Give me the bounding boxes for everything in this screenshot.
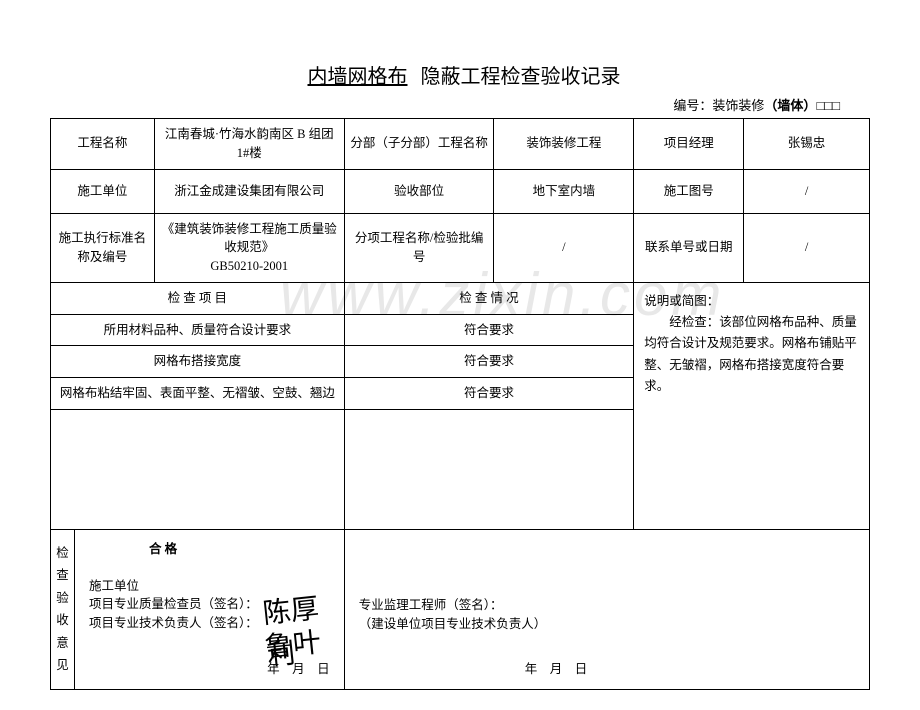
cell-value: 《建筑装饰装修工程施工质量验收规范》 GB50210-2001 (154, 213, 344, 282)
cell-label: 工程名称 (51, 119, 155, 170)
notes-cell: 说明或简图： 经检查：该部位网格布品种、质量均符合设计及规范要求。网格布铺贴平整… (634, 282, 870, 529)
check-header-status: 检 查 情 况 (344, 282, 634, 314)
empty-cell (51, 409, 345, 529)
table-row: 施工单位 浙江金成建设集团有限公司 验收部位 地下室内墙 施工图号 / (51, 169, 870, 213)
cell-value: 江南春城·竹海水韵南区 B 组团 1#楼 (154, 119, 344, 170)
qualified-text: 合 格 (149, 540, 330, 559)
cell-value: 装饰装修工程 (494, 119, 634, 170)
check-item-status: 符合要求 (344, 378, 634, 410)
page-title: 内墙网格布 隐蔽工程检查验收记录 (20, 60, 900, 89)
cell-value: / (744, 213, 870, 282)
cell-label: 联系单号或日期 (634, 213, 744, 282)
empty-cell (344, 409, 634, 529)
code-line: 编号：装饰装修（墙体）□□□ (20, 95, 840, 114)
opinion-right-cell: 专业监理工程师（签名）： （建设单位项目专业技术负责人） 年 月 日 (344, 529, 869, 689)
check-item-name: 网格布搭接宽度 (51, 346, 345, 378)
code-label: 编号：装饰装修 (673, 98, 764, 113)
opinion-side-label: 检查验收意见 (51, 529, 75, 689)
notes-text: 经检查：该部位网格布品种、质量均符合设计及规范要求。网格布铺贴平整、无皱褶，网格… (644, 315, 857, 393)
cell-value: / (494, 213, 634, 282)
table-row: 检 查 项 目 检 查 情 况 说明或简图： 经检查：该部位网格布品种、质量均符… (51, 282, 870, 314)
code-boxes: □□□ (816, 98, 840, 113)
cell-label: 项目经理 (634, 119, 744, 170)
check-item-name: 所用材料品种、质量符合设计要求 (51, 314, 345, 346)
notes-label: 说明或简图： (644, 294, 719, 308)
title-main: 隐蔽工程检查验收记录 (421, 66, 621, 88)
inspection-table: 工程名称 江南春城·竹海水韵南区 B 组团 1#楼 分部（子分部）工程名称 装饰… (50, 118, 870, 690)
check-item-status: 符合要求 (344, 314, 634, 346)
cell-label: 施工执行标准名称及编号 (51, 213, 155, 282)
cell-label: 验收部位 (344, 169, 494, 213)
cell-value: / (744, 169, 870, 213)
cell-label: 分项工程名称/检验批编号 (344, 213, 494, 282)
cell-value: 浙江金成建设集团有限公司 (154, 169, 344, 213)
check-item-name: 网格布粘结牢固、表面平整、无褶皱、空鼓、翘边 (51, 378, 345, 410)
document-content: 内墙网格布 隐蔽工程检查验收记录 编号：装饰装修（墙体）□□□ 工程名称 江南春… (20, 60, 900, 690)
cell-label: 施工图号 (634, 169, 744, 213)
table-row: 施工执行标准名称及编号 《建筑装饰装修工程施工质量验收规范》 GB50210-2… (51, 213, 870, 282)
check-item-status: 符合要求 (344, 346, 634, 378)
table-row: 检查验收意见 合 格 施工单位 项目专业质量检查员（签名）： 项目专业技术负责人… (51, 529, 870, 689)
cell-value: 地下室内墙 (494, 169, 634, 213)
cell-value: 张锡忠 (744, 119, 870, 170)
opinion-line: （建设单位项目专业技术负责人） (359, 615, 855, 634)
date-right: 年 月 日 (525, 660, 588, 679)
cell-label: 施工单位 (51, 169, 155, 213)
table-row: 工程名称 江南春城·竹海水韵南区 B 组团 1#楼 分部（子分部）工程名称 装饰… (51, 119, 870, 170)
cell-label: 分部（子分部）工程名称 (344, 119, 494, 170)
date-left: 年 月 日 (267, 660, 330, 679)
title-prefix: 内墙网格布 (300, 66, 416, 88)
opinion-line: 专业监理工程师（签名）： (359, 596, 855, 615)
opinion-left-cell: 合 格 施工单位 项目专业质量检查员（签名）： 项目专业技术负责人（签名）： 陈… (74, 529, 344, 689)
code-bold: （墙体） (764, 98, 816, 113)
check-header-item: 检 查 项 目 (51, 282, 345, 314)
